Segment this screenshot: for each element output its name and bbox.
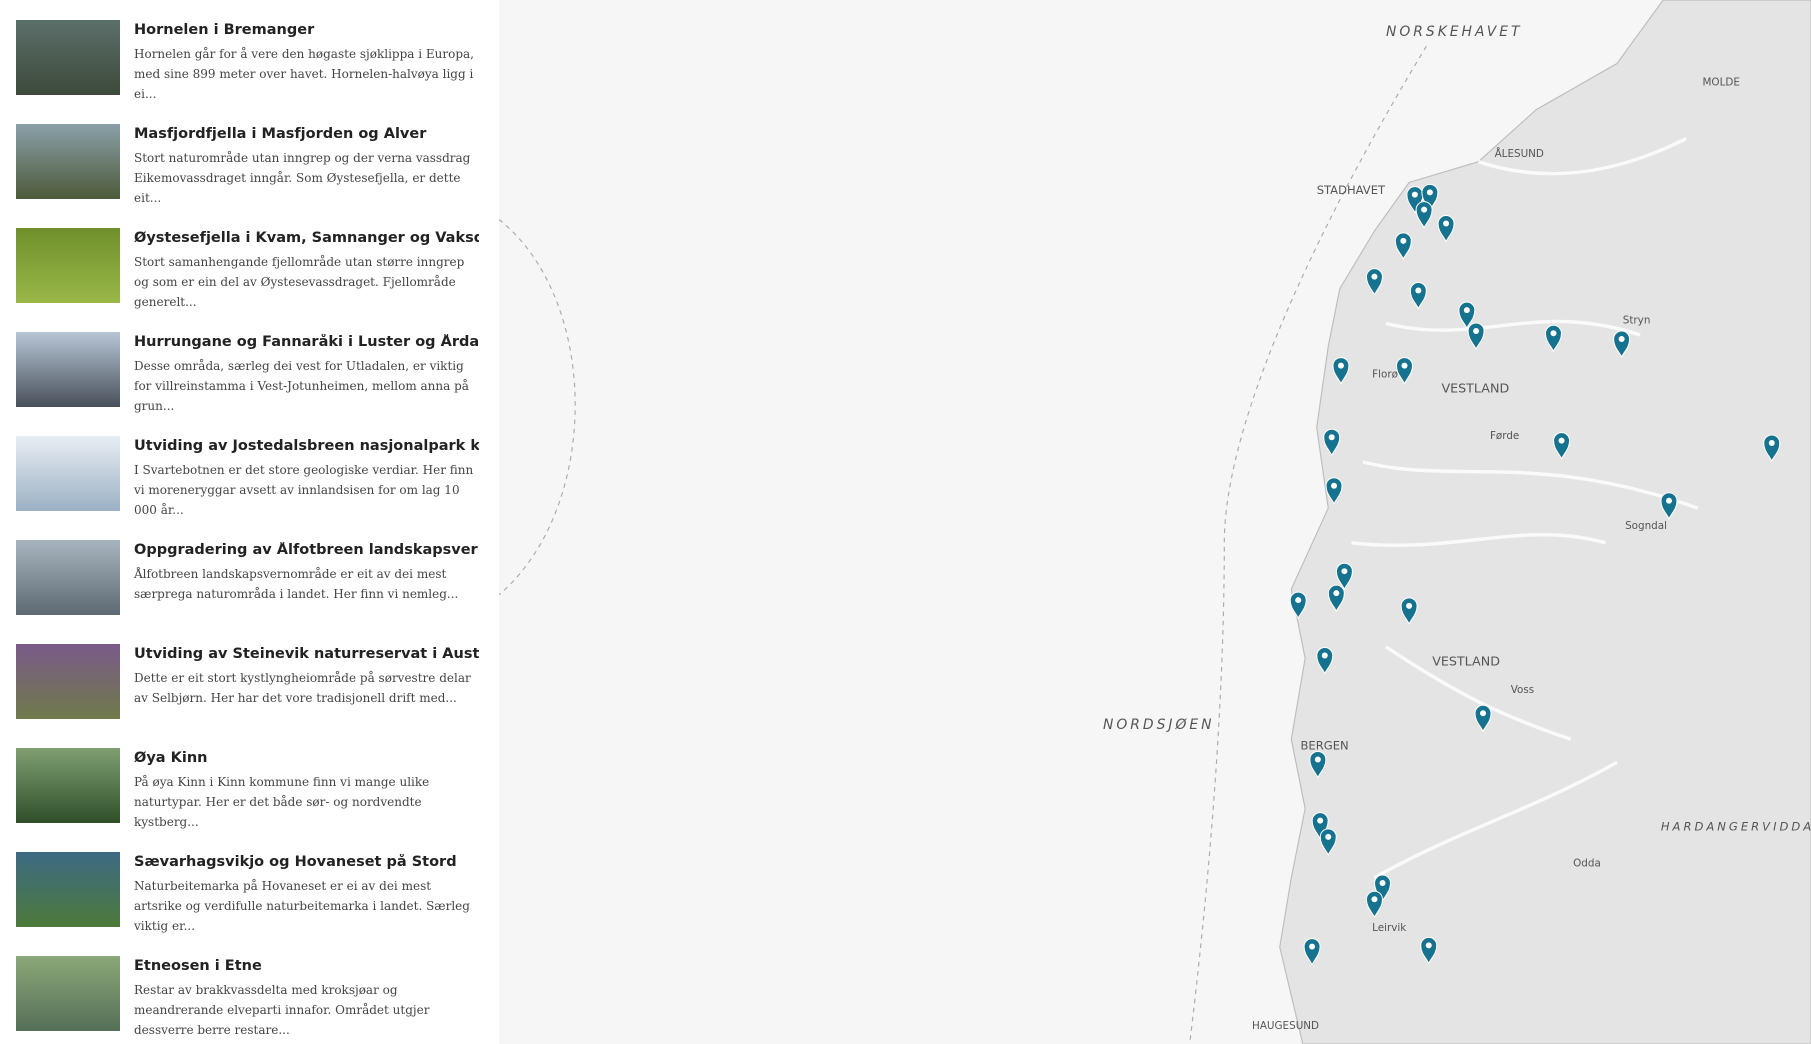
list-item[interactable]: Hurrungane og Fannaråki i Luster og Årda… bbox=[0, 332, 499, 436]
map-pin[interactable] bbox=[1553, 432, 1571, 460]
map-label: STADHAVET bbox=[1317, 183, 1386, 197]
list-item[interactable]: Hornelen i Bremanger Hornelen går for å … bbox=[0, 20, 499, 124]
item-title[interactable]: Sævarhagsvikjo og Hovaneset på Stord bbox=[134, 854, 457, 870]
map-label: Odda bbox=[1573, 857, 1601, 869]
item-description: Dette er eit stort kystlyngheiområde på … bbox=[134, 671, 471, 705]
item-description: Ålfotbreen landskapsvernområde er eit av… bbox=[134, 567, 459, 601]
result-list: Hornelen i Bremanger Hornelen går for å … bbox=[0, 0, 499, 1044]
map-pin[interactable] bbox=[1613, 330, 1631, 359]
item-title[interactable]: Hurrungane og Fannaråki i Luster og Årda… bbox=[134, 334, 479, 350]
map-pin[interactable] bbox=[1394, 232, 1412, 260]
item-description: Naturbeitemarka på Hovaneset er ei av de… bbox=[134, 879, 470, 933]
map-pin[interactable] bbox=[1323, 428, 1341, 457]
item-title[interactable]: Masfjordfjella i Masfjorden og Alver bbox=[134, 126, 427, 142]
map-label: ÅLESUND bbox=[1495, 147, 1544, 160]
map-pin[interactable] bbox=[1365, 890, 1383, 919]
boundary bbox=[499, 45, 1427, 1044]
map-pin[interactable] bbox=[1289, 591, 1307, 620]
item-title[interactable]: Øystesefjella i Kvam, Samnanger og Vaksd… bbox=[134, 230, 479, 246]
item-description: Desse områda, særleg dei vest for Utlada… bbox=[134, 359, 469, 413]
thumbnail bbox=[16, 644, 120, 719]
item-description: På øya Kinn i Kinn kommune finn vi mange… bbox=[134, 775, 430, 829]
thumbnail bbox=[16, 436, 120, 511]
list-item[interactable]: Masfjordfjella i Masfjorden og Alver Sto… bbox=[0, 124, 499, 228]
map-label: Sogndal bbox=[1625, 520, 1667, 532]
map-label: Stryn bbox=[1623, 314, 1651, 326]
list-item[interactable]: Etneosen i Etne Restar av brakkvassdelta… bbox=[0, 956, 499, 1044]
item-title[interactable]: Utviding av Steinevik naturreservat i Au… bbox=[134, 646, 479, 662]
map-label: NORDSJØEN bbox=[1103, 717, 1215, 733]
thumbnail bbox=[16, 20, 120, 95]
item-description: Stort naturområde utan inngrep og der ve… bbox=[134, 151, 471, 205]
map-pin[interactable] bbox=[1458, 301, 1476, 330]
thumbnail bbox=[16, 540, 120, 615]
map-label: Voss bbox=[1511, 684, 1534, 696]
map-pin[interactable] bbox=[1365, 268, 1383, 296]
thumbnail bbox=[16, 852, 120, 927]
map-pin[interactable] bbox=[1335, 562, 1353, 591]
item-title[interactable]: Øya Kinn bbox=[134, 750, 208, 766]
map-label: NORSKEHAVET bbox=[1386, 24, 1522, 40]
map-label: VESTLAND bbox=[1441, 381, 1509, 396]
list-item[interactable]: Oppgradering av Ålfotbreen landskapsvern… bbox=[0, 540, 499, 644]
map-label: BERGEN bbox=[1301, 739, 1349, 753]
map[interactable]: NORSKEHAVET NORDSJØEN STADHAVET VESTLAND VES… bbox=[499, 0, 1811, 1044]
map-pin[interactable] bbox=[1332, 357, 1350, 385]
map-pin[interactable] bbox=[1437, 215, 1455, 243]
map-pin[interactable] bbox=[1467, 322, 1485, 351]
map-pin[interactable] bbox=[1327, 584, 1345, 613]
item-title[interactable]: Utviding av Jostedalsbreen nasjonalpark … bbox=[134, 438, 479, 454]
map-pin[interactable] bbox=[1319, 828, 1337, 856]
item-description: I Svartebotnen er det store geologiske v… bbox=[134, 463, 474, 517]
item-title[interactable]: Hornelen i Bremanger bbox=[134, 22, 315, 38]
land bbox=[1279, 0, 1811, 1044]
map-pin[interactable] bbox=[1409, 282, 1427, 310]
map-pin[interactable] bbox=[1660, 492, 1678, 520]
item-title[interactable]: Etneosen i Etne bbox=[134, 958, 262, 974]
map-pin[interactable] bbox=[1309, 751, 1327, 779]
thumbnail bbox=[16, 748, 120, 823]
map-label: Florø bbox=[1372, 369, 1398, 381]
list-item[interactable]: Utviding av Jostedalsbreen nasjonalpark … bbox=[0, 436, 499, 540]
map-label: HARDANGERVIDDA bbox=[1661, 819, 1811, 833]
map-pin[interactable] bbox=[1474, 704, 1492, 733]
map-label: VESTLAND bbox=[1432, 653, 1500, 668]
map-pin[interactable] bbox=[1316, 647, 1334, 675]
thumbnail bbox=[16, 332, 120, 407]
map-pin[interactable] bbox=[1420, 936, 1438, 965]
thumbnail bbox=[16, 228, 120, 303]
list-item[interactable]: Øystesefjella i Kvam, Samnanger og Vaksd… bbox=[0, 228, 499, 332]
list-item[interactable]: Sævarhagsvikjo og Hovaneset på Stord Nat… bbox=[0, 852, 499, 956]
map-pin[interactable] bbox=[1415, 201, 1433, 229]
map-pin[interactable] bbox=[1395, 357, 1413, 385]
thumbnail bbox=[16, 956, 120, 1031]
item-description: Hornelen går for å vere den høgaste sjøk… bbox=[134, 47, 474, 101]
thumbnail bbox=[16, 124, 120, 199]
fjords bbox=[1351, 137, 1699, 880]
map-pin[interactable] bbox=[1400, 597, 1418, 625]
item-title[interactable]: Oppgradering av Ålfotbreen landskapsvern… bbox=[134, 542, 479, 558]
item-description: Stort samanhengande fjellområde utan stø… bbox=[134, 255, 465, 309]
item-description: Restar av brakkvassdelta med kroksjøar o… bbox=[134, 983, 430, 1037]
map-label: Leirvik bbox=[1372, 922, 1406, 934]
map-label: HAUGESUND bbox=[1252, 1020, 1319, 1032]
list-item[interactable]: Øya Kinn På øya Kinn i Kinn kommune finn… bbox=[0, 748, 499, 852]
map-pin[interactable] bbox=[1763, 434, 1781, 463]
list-item[interactable]: Utviding av Steinevik naturreservat i Au… bbox=[0, 644, 499, 748]
map-pin[interactable] bbox=[1303, 938, 1321, 966]
map-label: Førde bbox=[1490, 430, 1519, 442]
map-label: MOLDE bbox=[1702, 76, 1739, 88]
map-pin[interactable] bbox=[1544, 324, 1562, 353]
map-pin[interactable] bbox=[1325, 477, 1343, 505]
